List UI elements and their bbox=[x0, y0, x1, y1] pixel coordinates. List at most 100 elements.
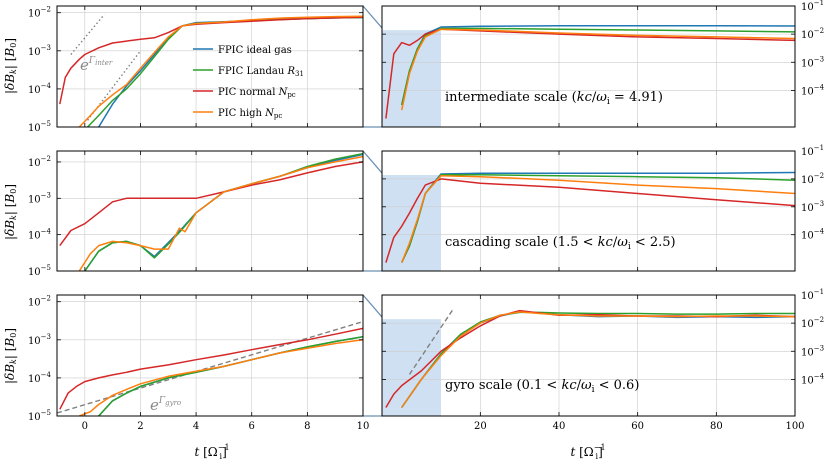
zoom-connector-top bbox=[362, 294, 383, 318]
grid bbox=[57, 6, 363, 127]
series-line-pic-high-npc bbox=[78, 155, 363, 271]
grid bbox=[382, 295, 795, 416]
x-tick-label: 8 bbox=[304, 421, 310, 432]
y-tick-label: 10−5 bbox=[28, 409, 51, 423]
series-line-pic-normal-npc bbox=[59, 16, 363, 105]
x-tick-label: 10 bbox=[357, 421, 370, 432]
series-line-pic-high-npc bbox=[401, 311, 795, 408]
y-tick-label: 10−3 bbox=[801, 200, 824, 214]
x-tick-label: 0 bbox=[82, 421, 88, 432]
legend-label-fpic-landau: FPIC Landau R31 bbox=[218, 66, 304, 78]
x-tick-label: 60 bbox=[631, 421, 644, 432]
y-tick-label: 10−1 bbox=[801, 288, 824, 302]
y-axis-titles: |δBk| [B0] |δBk| [B0] |δBk| [B0] bbox=[3, 38, 18, 384]
gamma-gyro-annotation: eΓgyro bbox=[150, 396, 181, 414]
y-tick-label: 10−5 bbox=[28, 120, 51, 134]
panels: 10−5 10−4 10−3 10−2 10−4 10−3 10−2 10−1 10−5 10−4… bbox=[28, 0, 825, 432]
grid bbox=[382, 151, 795, 271]
y-tick-label: 10−4 bbox=[801, 372, 825, 386]
y-tick-label: 10−4 bbox=[28, 371, 52, 385]
shaded-region bbox=[382, 175, 441, 271]
series-line-pic-high-npc bbox=[400, 28, 795, 111]
gamma-inter-annotation: eΓinter bbox=[80, 56, 113, 74]
y-axis-title-row2: |δBk| [B0] bbox=[3, 184, 18, 240]
axes-frame bbox=[56, 294, 364, 417]
y-tick-label: 10−2 bbox=[801, 172, 824, 186]
axes-frame bbox=[381, 150, 796, 272]
axes-frame bbox=[56, 5, 364, 128]
x-tick-label: 100 bbox=[785, 421, 804, 432]
x-tick-label: 40 bbox=[553, 421, 566, 432]
series-line-fpic-ideal-gas bbox=[401, 311, 795, 408]
y-tick-label: 10−3 bbox=[28, 191, 51, 205]
y-tick-label: 10−3 bbox=[801, 344, 824, 358]
series-line-pic-high-npc bbox=[401, 174, 795, 263]
zoom-connector-top bbox=[362, 150, 383, 174]
series-line-pic-normal-npc bbox=[59, 327, 363, 410]
cascading-scale-annotation: cascading scale (1.5 < kc/ωi < 2.5) bbox=[445, 235, 676, 252]
panel-row2-left: 10−5 10−4 10−3 10−2 bbox=[28, 150, 364, 278]
y-tick-label: 10−3 bbox=[28, 333, 51, 347]
shaded-region bbox=[382, 319, 441, 416]
legend: FPIC ideal gas FPIC Landau R31 PIC norma… bbox=[193, 45, 304, 120]
grid bbox=[382, 6, 795, 127]
y-tick-label: 10−4 bbox=[28, 82, 52, 96]
grid bbox=[57, 295, 363, 416]
series-line-pic-high-npc bbox=[78, 15, 363, 127]
x-tick-label: 4 bbox=[193, 421, 199, 432]
zoom-connectors bbox=[362, 5, 383, 417]
panel-row3-left: 0 2 4 6 8 10 10−5 10−4 10−3 10−2 bbox=[28, 294, 370, 432]
y-tick-label: 10−1 bbox=[801, 144, 824, 158]
zoom-connector-top bbox=[362, 5, 383, 29]
series-line-fpic-landau-r31 bbox=[400, 27, 795, 106]
legend-label-fpic-ideal: FPIC ideal gas bbox=[218, 45, 292, 56]
series-line-pic-normal-npc bbox=[385, 28, 795, 119]
x-tick-label: 2 bbox=[137, 421, 143, 432]
x-axis-title-right: t [Ω−1 i] bbox=[570, 443, 605, 461]
y-tick-label: 10−2 bbox=[28, 155, 51, 169]
axes-frame bbox=[381, 294, 796, 417]
x-tick-label: 6 bbox=[249, 421, 255, 432]
series-line-fpic-landau-r31 bbox=[401, 311, 795, 408]
reference-line-dotted bbox=[87, 50, 142, 121]
series-line-fpic-ideal-gas bbox=[84, 153, 363, 271]
reference-line-dashed bbox=[408, 309, 454, 375]
y-tick-label: 10−5 bbox=[28, 264, 51, 278]
x-axis-title-left: t [Ω−1 i] bbox=[194, 443, 229, 461]
y-tick-label: 10−3 bbox=[801, 55, 824, 69]
axes-frame bbox=[56, 150, 364, 272]
series-line-pic-normal-npc bbox=[385, 178, 795, 263]
y-tick-label: 10−2 bbox=[28, 295, 51, 309]
reference-line-dashed bbox=[57, 320, 363, 414]
series-line-fpic-landau-r31 bbox=[98, 336, 363, 416]
series-line-fpic-landau-r31 bbox=[84, 152, 363, 271]
panel-row3-right: 20 40 60 80 100 10−4 10−3 10−2 10−1 bbox=[381, 288, 825, 432]
panel-row1-right: 10−4 10−3 10−2 10−1 bbox=[381, 0, 825, 128]
legend-label-pic-normal: PIC normal Npc bbox=[218, 87, 296, 99]
panel-row1-left: 10−5 10−4 10−3 10−2 bbox=[28, 5, 364, 134]
series-line-pic-normal-npc bbox=[59, 161, 363, 247]
gyro-scale-annotation: gyro scale (0.1 < kc/ωi < 0.6) bbox=[445, 378, 639, 395]
intermediate-scale-annotation: intermediate scale (kc/ωi = 4.91) bbox=[445, 90, 663, 107]
x-tick-label: 80 bbox=[710, 421, 723, 432]
shaded-region bbox=[382, 30, 441, 127]
axes-frame bbox=[381, 5, 796, 128]
y-tick-label: 10−4 bbox=[28, 228, 52, 242]
x-tick-label: 20 bbox=[474, 421, 487, 432]
series-line-fpic-ideal-gas bbox=[98, 336, 363, 416]
y-tick-label: 10−2 bbox=[801, 27, 824, 41]
y-tick-label: 10−4 bbox=[801, 228, 825, 242]
y-axis-title-row3: |δBk| [B0] bbox=[3, 328, 18, 384]
grid bbox=[57, 151, 363, 271]
y-tick-label: 10−3 bbox=[28, 44, 51, 58]
y-tick-label: 10−2 bbox=[28, 6, 51, 20]
reference-line-dotted bbox=[70, 14, 105, 55]
y-axis-title-row1: |δBk| [B0] bbox=[3, 38, 18, 94]
legend-label-pic-high: PIC high Npc bbox=[218, 108, 282, 120]
panel-row2-right: 10−4 10−3 10−2 10−1 bbox=[381, 144, 825, 272]
y-tick-label: 10−4 bbox=[801, 83, 825, 97]
y-tick-label: 10−1 bbox=[801, 0, 824, 13]
series-line-pic-high-npc bbox=[79, 339, 363, 416]
y-tick-label: 10−2 bbox=[801, 316, 824, 330]
